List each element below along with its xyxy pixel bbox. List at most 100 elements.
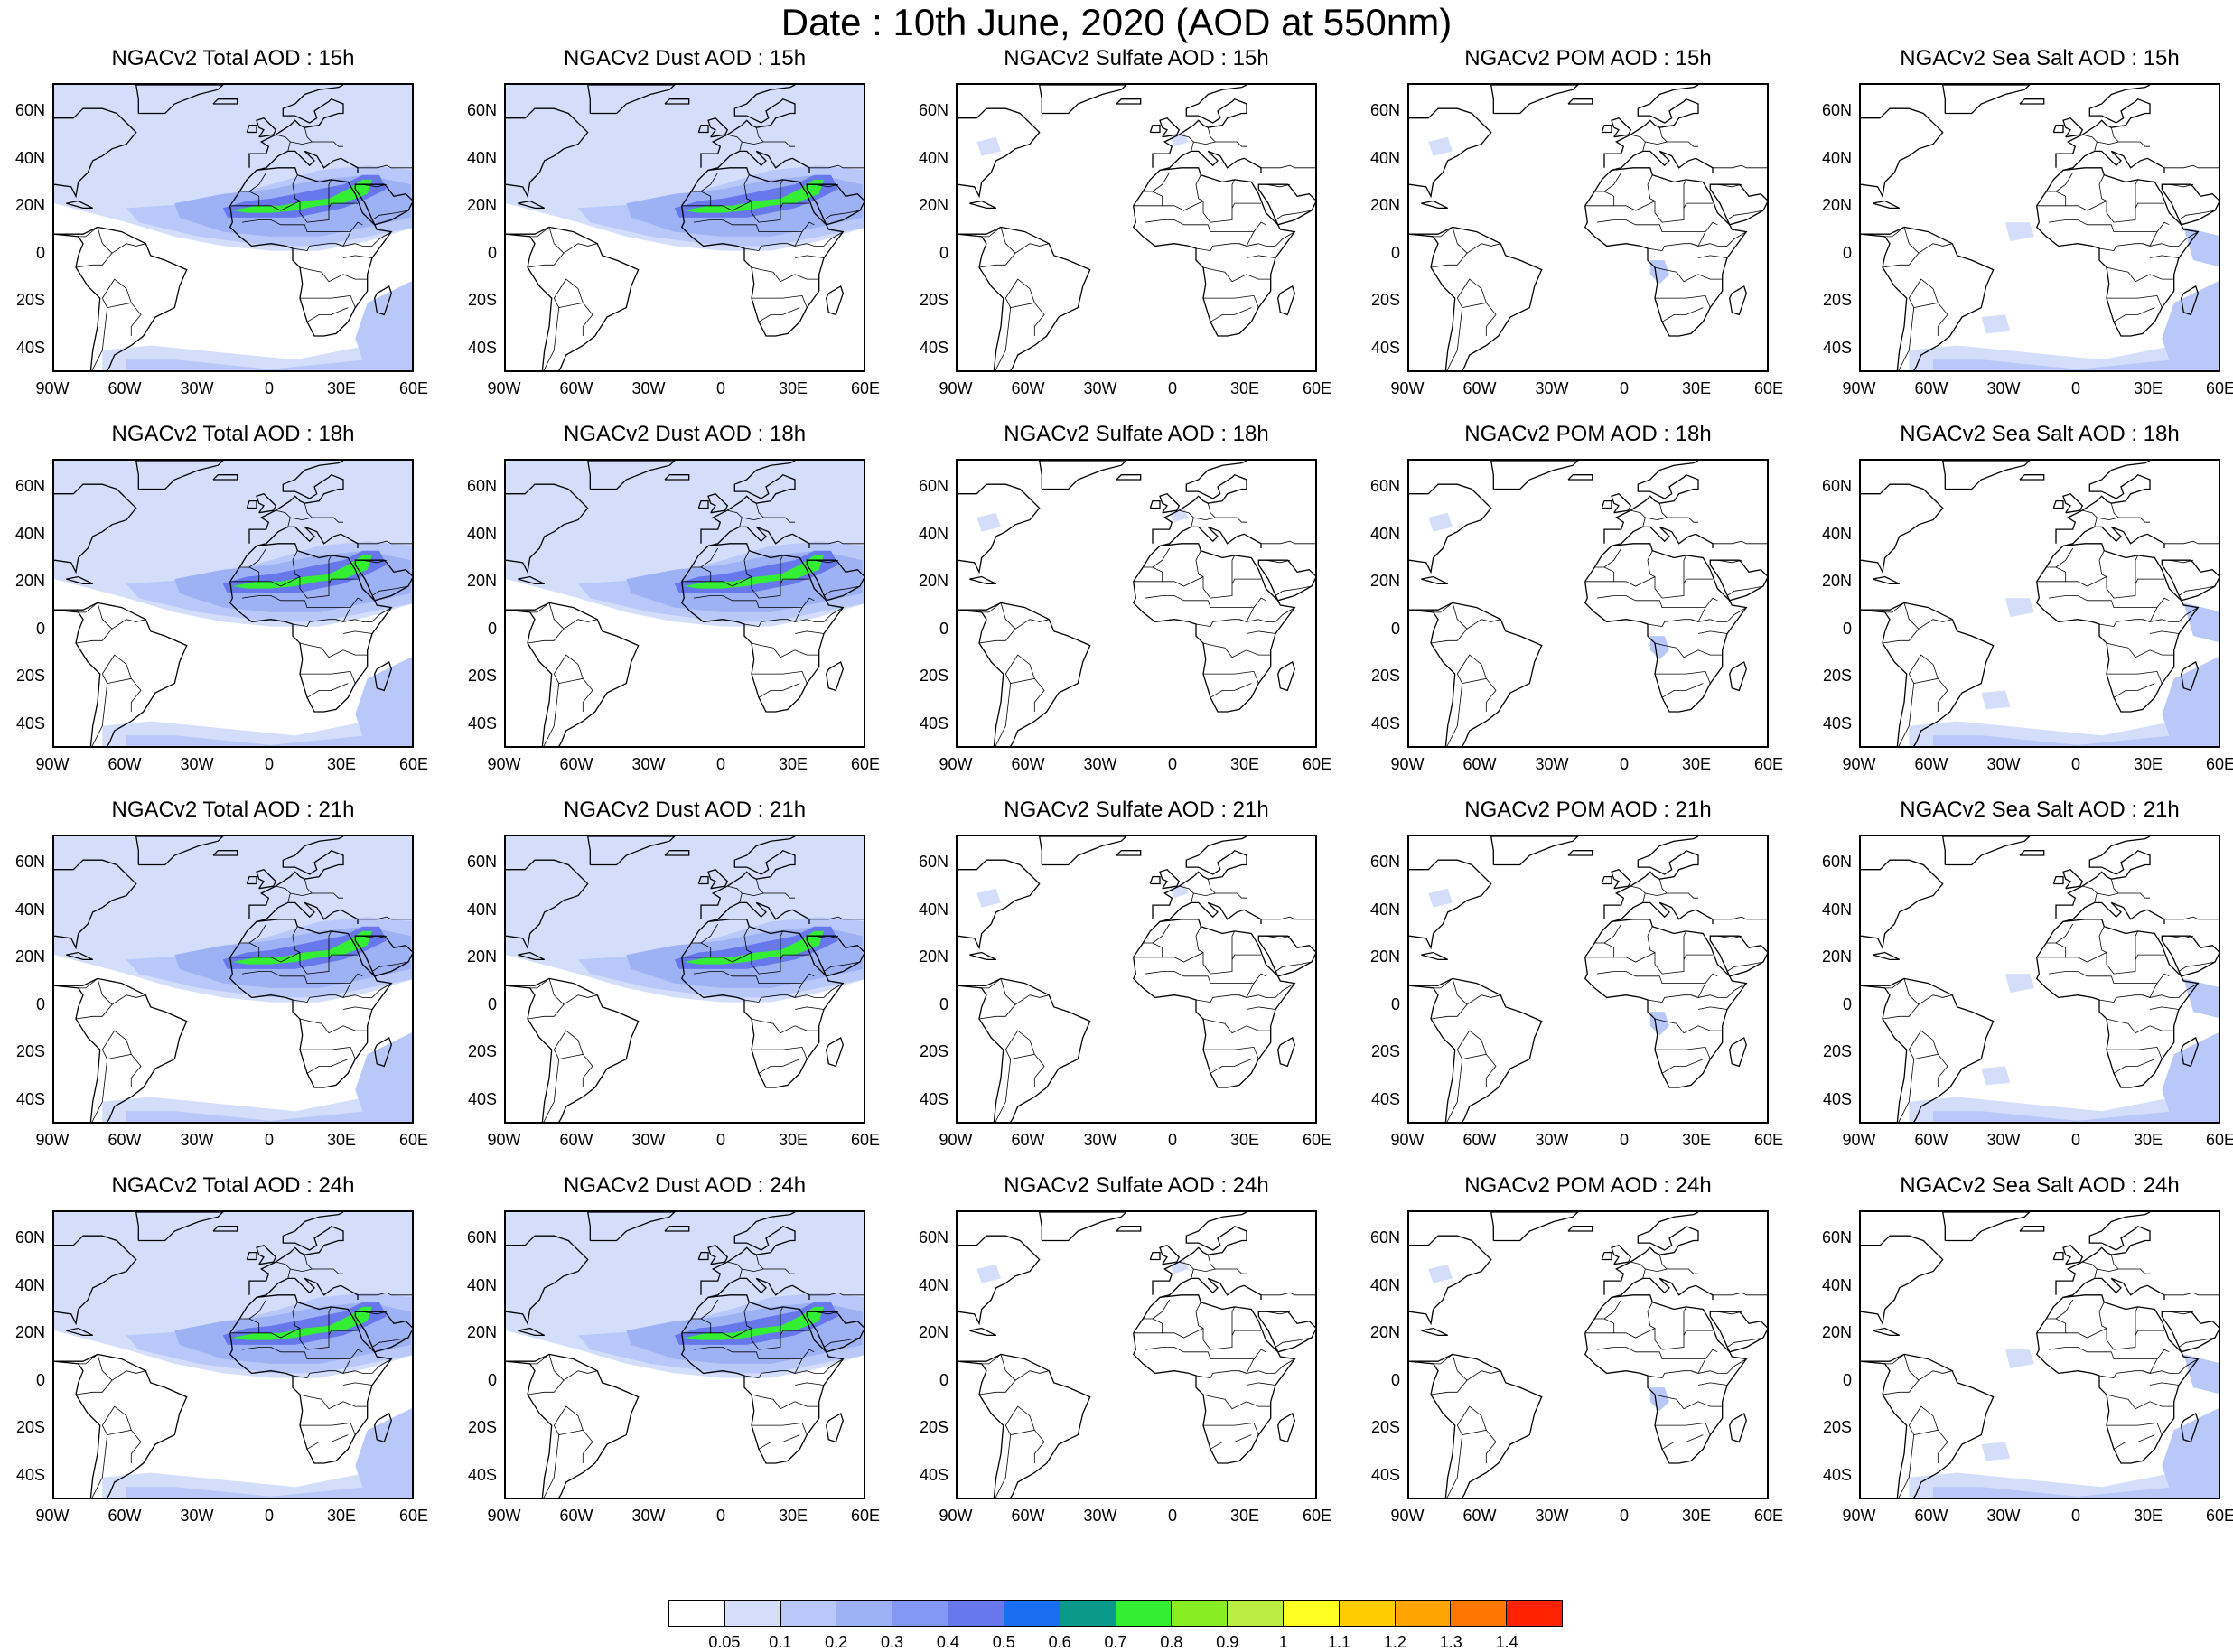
lat-tick-label: 0 [487,994,497,1013]
panel-title: NGACv2 POM AOD : 18h [1464,422,1712,446]
lat-tick-label: 20N [918,947,948,966]
aod-map [1409,85,1767,370]
aod-shading [976,1259,1189,1283]
map-plot-area [956,835,1317,1124]
lon-tick-label: 0 [2070,1507,2080,1525]
coastlines [506,85,864,370]
lat-tick-label: 60N [14,477,45,496]
aod-shading [1909,1349,2219,1498]
lat-tick-label: 20S [1822,1418,1852,1437]
lat-tick-label: 40S [919,1465,948,1484]
aod-map [54,461,412,746]
colorbar-level-label: 0.3 [880,1633,904,1651]
lon-tick-label: 60E [2205,1507,2233,1525]
lat-tick-label: 60N [1369,101,1400,120]
panel-title: NGACv2 Sulfate AOD : 18h [1004,422,1269,446]
lat-tick-label: 60N [466,101,497,120]
colorbar-swatch [1004,1601,1060,1626]
lon-tick-label: 60E [1302,379,1332,397]
aod-map [506,1212,864,1498]
lat-tick-label: 40S [1370,1465,1400,1484]
panel-title: NGACv2 POM AOD : 15h [1464,46,1712,70]
coastlines [54,85,412,370]
coastlines [506,1212,864,1498]
lat-tick-label: 0 [1842,619,1852,638]
colorbar-level-label: 0.4 [936,1633,959,1651]
lon-tick-label: 30E [1229,379,1260,397]
lat-tick-label: 60N [1821,1228,1852,1247]
lat-tick-label: 20N [466,572,497,591]
lon-tick-label: 60W [559,379,593,397]
lat-tick-label: 20N [466,947,497,966]
panel-title: NGACv2 Sulfate AOD : 21h [1004,798,1269,822]
aod-map [1861,1212,2219,1498]
map-plot-area [504,83,865,372]
lon-tick-label: 90W [487,1507,521,1525]
lon-tick-label: 30W [180,1131,214,1149]
lat-tick-label: 60N [918,1228,948,1247]
lat-tick-label: 0 [35,619,45,638]
aod-shading [1428,136,1669,285]
coastlines [1409,85,1767,370]
colorbar-swatch [724,1601,781,1626]
lat-tick-label: 20S [467,667,497,686]
aod-shading [1428,1264,1669,1412]
lat-tick-label: 60N [1369,853,1400,872]
aod-shading [1909,974,2219,1122]
lon-tick-label: 60E [1753,1507,1784,1525]
lat-tick-label: 20S [1822,667,1852,686]
lon-tick-label: 0 [1167,1507,1177,1525]
colorbar-swatch [1116,1601,1173,1626]
lat-tick-label: 0 [939,619,948,638]
colorbar-swatch [892,1601,949,1626]
lat-tick-label: 20N [14,1323,45,1342]
aod-map [54,836,412,1122]
map-panel-seasalt-row-1: NGACv2 Sea Salt AOD : 18h 60N 40N 20N 0 20S 40… [1822,421,2233,782]
coastlines [1409,1212,1767,1498]
lon-tick-label: 30W [1986,1507,2021,1525]
map-panel-total-row-2: NGACv2 Total AOD : 21h 60N 40N 20N 0 20S 40S 90… [15,797,428,1158]
lat-tick-label: 20S [1370,667,1400,686]
lon-tick-label: 30W [631,379,666,397]
aod-shading [976,883,1189,908]
colorbar-level-label: 0.5 [992,1633,1015,1651]
lat-tick-label: 20N [14,947,45,966]
lon-tick-label: 30W [1535,1507,1569,1525]
lat-tick-label: 20S [467,1042,497,1061]
lat-tick-label: 20N [466,196,497,215]
map-panel-dust-row-1: NGACv2 Dust AOD : 18h 60N 40N 20N 0 20S 40S 90W… [467,421,880,782]
map-plot-area [504,835,865,1124]
aod-shading [976,132,1189,156]
lon-tick-label: 60E [2205,1131,2233,1149]
lon-tick-label: 90W [35,1131,70,1149]
lon-tick-label: 60W [1914,379,1948,397]
map-plot-area [956,83,1317,372]
lat-tick-label: 20S [1822,1042,1852,1061]
aod-map [958,836,1315,1122]
lat-tick-label: 20S [15,291,45,310]
lon-tick-label: 30E [1681,1507,1712,1525]
aod-shading [54,1212,412,1498]
map-plot-area [52,459,414,748]
lon-tick-label: 60W [559,1507,593,1525]
coastlines [958,85,1315,370]
colorbar-swatch [1172,1601,1229,1626]
lon-tick-label: 30W [1986,1131,2021,1149]
lon-tick-label: 60E [2205,755,2233,773]
lon-tick-label: 0 [2070,755,2080,773]
coastlines [54,836,412,1122]
lat-tick-label: 40N [14,524,45,543]
aod-map [1861,461,2219,746]
lon-tick-label: 30W [1535,379,1569,397]
lat-tick-label: 20S [919,1418,948,1437]
lat-tick-label: 20N [918,572,948,591]
coastlines [958,1212,1315,1498]
lat-tick-label: 0 [1842,243,1852,262]
lon-tick-label: 0 [1619,1131,1629,1149]
lon-tick-label: 60W [1914,1131,1948,1149]
panel-title: NGACv2 Sea Salt AOD : 18h [1900,422,2180,446]
lat-tick-label: 60N [918,477,948,496]
map-panel-seasalt-row-2: NGACv2 Sea Salt AOD : 21h 60N 40N 20N 0 20S 40… [1822,797,2233,1158]
lon-tick-label: 90W [35,1507,70,1525]
lat-tick-label: 40N [1369,1275,1400,1294]
